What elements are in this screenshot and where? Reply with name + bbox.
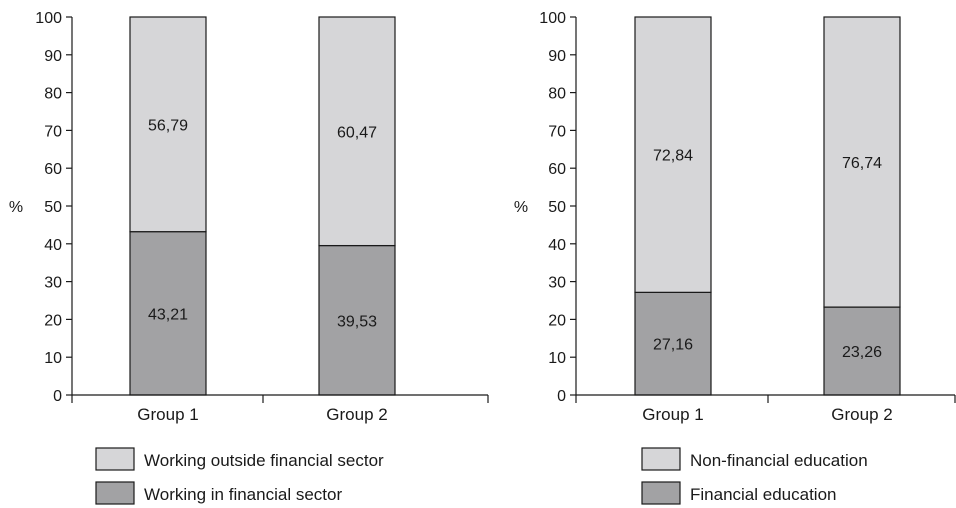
x-category-label: Group 1	[137, 405, 198, 424]
y-tick-label: 40	[44, 237, 62, 254]
y-tick-label: 60	[548, 161, 566, 178]
y-tick-label: 30	[44, 275, 62, 292]
legend-label: Financial education	[690, 485, 836, 504]
y-axis-label: %	[9, 199, 23, 216]
y-tick-label: 30	[548, 275, 566, 292]
data-label: 72,84	[653, 148, 693, 165]
y-tick-label: 90	[44, 48, 62, 65]
y-tick-label: 60	[44, 161, 62, 178]
bar-segment	[634, 16, 712, 293]
data-label: 23,26	[842, 344, 882, 361]
y-tick-label: 20	[44, 312, 62, 329]
legend-swatch	[641, 447, 681, 471]
x-category-label: Group 2	[831, 405, 892, 424]
legend-swatch	[641, 481, 681, 505]
y-tick-label: 90	[548, 48, 566, 65]
y-tick-label: 100	[539, 10, 566, 27]
y-tick-label: 20	[548, 312, 566, 329]
y-tick-label: 80	[548, 86, 566, 103]
legend-swatch	[95, 447, 135, 471]
y-tick-label: 10	[44, 350, 62, 367]
data-label: 56,79	[148, 117, 188, 134]
data-label: 60,47	[337, 124, 377, 141]
legend-swatch	[95, 481, 135, 505]
bar-segment	[129, 231, 207, 396]
data-label: 76,74	[842, 155, 882, 172]
bar-segment	[823, 16, 901, 308]
legend-label: Non-financial education	[690, 451, 868, 470]
y-tick-label: 10	[548, 350, 566, 367]
data-label: 39,53	[337, 313, 377, 330]
data-label: 43,21	[148, 306, 188, 323]
bar-segment	[129, 16, 207, 233]
y-tick-label: 0	[53, 388, 62, 405]
y-tick-label: 80	[44, 86, 62, 103]
data-label: 27,16	[653, 337, 693, 354]
y-tick-label: 100	[35, 10, 62, 27]
y-tick-label: 70	[548, 123, 566, 140]
legend-label: Working outside financial sector	[144, 451, 384, 470]
bar-segment	[634, 291, 712, 396]
y-tick-label: 0	[557, 388, 566, 405]
y-tick-label: 50	[548, 199, 566, 216]
y-axis-label: %	[514, 199, 528, 216]
y-tick-label: 50	[44, 199, 62, 216]
bar-segment	[318, 16, 396, 247]
x-category-label: Group 1	[642, 405, 703, 424]
y-tick-label: 70	[44, 123, 62, 140]
x-category-label: Group 2	[326, 405, 387, 424]
legend-label: Working in financial sector	[144, 485, 342, 504]
y-tick-label: 40	[548, 237, 566, 254]
